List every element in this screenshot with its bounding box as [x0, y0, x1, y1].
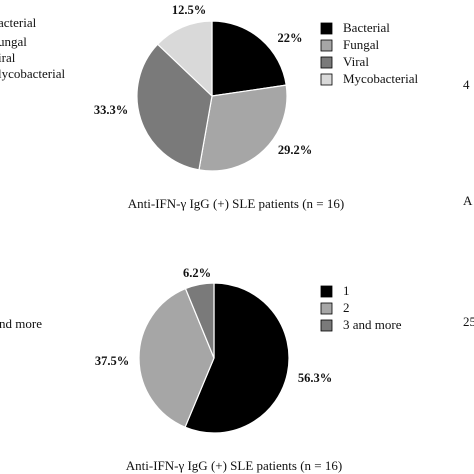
- legend-swatch-viral: [320, 56, 333, 69]
- legend-swatch-bacterial: [320, 22, 333, 35]
- chart-caption: Anti-IFN-γ IgG (+) SLE patients (n = 16): [128, 196, 344, 211]
- legend-label-3-and-more: 3 and more: [343, 317, 402, 332]
- slice-label-3-and-more: 6.2%: [183, 266, 211, 280]
- legend-label-mycobacterial: Mycobacterial: [343, 71, 418, 86]
- pie-slices: [136, 20, 288, 172]
- cropped-right-caption: A: [463, 193, 473, 208]
- pie-slice-viral: [136, 43, 213, 171]
- cropped-legend-label: iral: [0, 50, 16, 65]
- legend-label-bacterial: Bacterial: [343, 20, 390, 35]
- pie-slice-bacterial: [211, 20, 287, 97]
- legend: Bacterial Fungal Viral Mycobacterial: [320, 20, 418, 86]
- slice-label-viral: 33.3%: [94, 103, 128, 117]
- chart-caption: Anti-IFN-γ IgG (+) SLE patients (n = 16): [126, 458, 342, 473]
- pie-slice-fungal: [198, 84, 288, 172]
- slice-label-bacterial: 22%: [278, 31, 303, 45]
- cropped-legend-label: lycobacterial: [0, 66, 66, 81]
- legend-label-2: 2: [343, 300, 350, 315]
- legend-label-1: 1: [343, 283, 350, 298]
- legend-swatch-mycobacterial: [320, 73, 333, 86]
- pie-slices: [138, 282, 290, 434]
- legend-label-fungal: Fungal: [343, 37, 380, 52]
- cropped-left-legend-bottom: nd more: [0, 316, 42, 331]
- pie-chart-infection-type: 12.5% 22% 29.2% 33.3% Bacterial Fungal V…: [94, 3, 419, 211]
- pie-slice-1: [184, 282, 290, 434]
- slice-label-fungal: 29.2%: [278, 143, 312, 157]
- slice-label-1: 56.3%: [298, 371, 332, 385]
- legend-swatch-3-and-more: [320, 319, 333, 332]
- cropped-legend-label: acterial: [0, 15, 37, 30]
- legend-swatch-1: [320, 285, 333, 298]
- pie-slice-mycobacterial: [156, 20, 213, 98]
- cropped-right-fragments: 4 A 25: [463, 77, 474, 329]
- legend-label-viral: Viral: [343, 54, 369, 69]
- cropped-legend-label: ungal: [0, 34, 27, 49]
- legend-swatch-2: [320, 302, 333, 315]
- pie-slice-2: [138, 287, 215, 428]
- cropped-legend-label: nd more: [0, 316, 42, 331]
- cropped-left-legend-top: acterial ungal iral lycobacterial: [0, 15, 66, 81]
- legend: 1 2 3 and more: [320, 283, 402, 332]
- slice-label-2: 37.5%: [95, 354, 129, 368]
- legend-swatch-fungal: [320, 39, 333, 52]
- cropped-right-label: 4: [463, 77, 470, 92]
- slice-label-mycobacterial: 12.5%: [172, 3, 206, 17]
- pie-chart-infection-count: 6.2% 56.3% 37.5% 1 2 3 and more Anti-IFN…: [95, 266, 402, 473]
- pie-slice-3-and-more: [184, 282, 215, 359]
- cropped-right-label: 25: [463, 314, 474, 329]
